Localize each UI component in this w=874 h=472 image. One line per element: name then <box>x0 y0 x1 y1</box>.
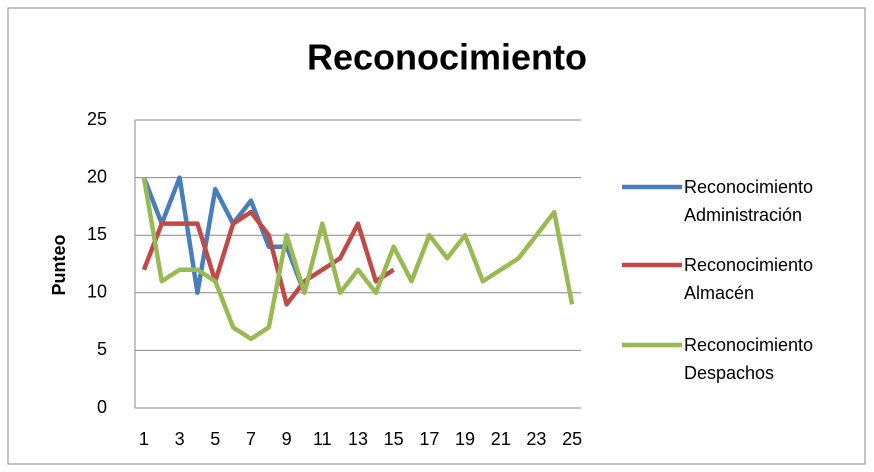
y-tick-label: 5 <box>97 339 107 359</box>
x-tick-label: 11 <box>313 429 332 449</box>
x-tick-label: 23 <box>526 429 546 449</box>
x-tick-label: 21 <box>491 429 511 449</box>
legend-entry: Reconocimiento Almacén <box>684 255 814 303</box>
series-line <box>141 177 575 342</box>
y-tick-label: 15 <box>87 224 107 244</box>
x-tick-label: 9 <box>282 429 292 449</box>
legend-entry: Reconocimiento Administración <box>684 177 814 225</box>
chart-border <box>7 7 866 465</box>
x-tick-label: 7 <box>246 429 256 449</box>
x-tick-label: 3 <box>175 429 185 449</box>
x-tick-label: 13 <box>348 429 368 449</box>
x-tick-label: 25 <box>562 429 582 449</box>
x-tick-label: 15 <box>384 429 404 449</box>
series-line <box>141 209 395 307</box>
legend-entry: Reconocimiento Despachos <box>684 335 814 383</box>
y-tick-label: 0 <box>97 397 107 417</box>
y-axis-label: Punteo <box>49 234 69 295</box>
x-tick-label: 19 <box>455 429 475 449</box>
y-tick-label: 25 <box>87 109 107 129</box>
x-tick-label: 17 <box>419 429 439 449</box>
y-tick-label: 20 <box>87 166 107 186</box>
y-tick-label: 10 <box>87 282 107 302</box>
chart-title: Reconocimiento <box>307 37 587 78</box>
x-tick-label: 5 <box>210 429 220 449</box>
x-tick-label: 1 <box>139 429 149 449</box>
series-line <box>141 175 307 296</box>
